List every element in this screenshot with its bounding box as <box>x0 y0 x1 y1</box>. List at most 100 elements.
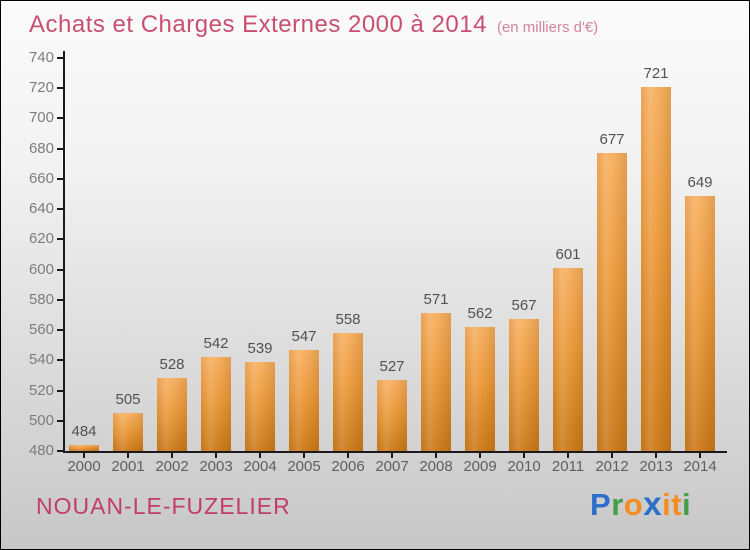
bar-value-label: 484 <box>71 423 97 440</box>
x-axis-tick <box>215 453 217 458</box>
bar-value-label: 567 <box>511 297 537 314</box>
chart-subtitle: (en milliers d'€) <box>496 19 599 36</box>
x-axis-year-label: 2005 <box>287 458 321 475</box>
x-axis-tick <box>479 453 481 458</box>
x-axis-year-label: 2011 <box>551 458 585 475</box>
bar-2014 <box>685 196 715 451</box>
proxiti-logo-letter: P <box>590 487 612 522</box>
y-axis-tick-label: 600 <box>28 260 54 278</box>
y-axis-tick <box>57 87 64 90</box>
x-axis-tick <box>259 453 261 458</box>
bar-value-label: 505 <box>115 391 141 408</box>
bar-value-label: 601 <box>555 246 581 263</box>
y-axis-tick-label: 700 <box>28 109 54 127</box>
y-axis-tick <box>57 177 64 180</box>
y-axis-line <box>63 51 65 452</box>
bar-2004 <box>245 362 275 451</box>
bar-2007 <box>377 380 407 451</box>
x-axis-year-label: 2009 <box>463 458 497 475</box>
y-axis-tick-label: 480 <box>28 442 54 459</box>
y-axis-tick <box>57 238 64 241</box>
y-axis-tick <box>57 147 64 150</box>
bar-2009 <box>465 327 495 451</box>
bar-value-label: 677 <box>599 131 625 148</box>
bar-value-label: 649 <box>687 174 713 191</box>
bar-value-label: 571 <box>423 291 449 308</box>
bar-2011 <box>553 268 583 451</box>
bar-2006 <box>333 333 363 451</box>
bar-value-label: 721 <box>643 65 669 82</box>
proxiti-logo[interactable]: Proxiti <box>590 485 691 523</box>
y-axis-tick <box>57 208 64 211</box>
x-axis-tick <box>611 453 613 458</box>
y-axis-tick-label: 720 <box>28 79 54 97</box>
x-axis-year-label: 2013 <box>639 458 673 475</box>
x-axis-tick <box>435 453 437 458</box>
y-axis-tick-label: 560 <box>28 321 54 339</box>
x-axis-year-label: 2004 <box>243 458 277 475</box>
y-axis-tick <box>57 419 64 422</box>
y-axis-tick <box>57 329 64 332</box>
y-axis-tick <box>57 389 64 392</box>
y-axis-tick-label: 580 <box>28 290 54 308</box>
x-axis-tick <box>127 453 129 458</box>
proxiti-logo-letter: o <box>623 487 644 522</box>
bar-value-label: 527 <box>379 358 405 375</box>
y-axis-tick <box>57 359 64 362</box>
place-name-label: NOUAN-LE-FUZELIER <box>36 493 291 519</box>
y-axis-tick <box>57 117 64 120</box>
x-axis-year-label: 2000 <box>67 458 101 475</box>
x-axis-line <box>63 451 727 453</box>
bar-2000 <box>69 445 99 451</box>
y-axis-tick-label: 640 <box>28 200 54 218</box>
x-axis-tick <box>391 453 393 458</box>
bar-value-label: 542 <box>203 335 229 352</box>
x-axis-tick <box>347 453 349 458</box>
chart-header: Achats et Charges Externes 2000 à 2014 (e… <box>29 11 598 39</box>
y-axis-tick-label: 660 <box>28 169 54 187</box>
y-axis-tick <box>57 298 64 301</box>
x-axis-year-label: 2002 <box>155 458 189 475</box>
bar-value-label: 539 <box>247 340 273 357</box>
proxiti-logo-letter: i <box>682 487 692 522</box>
bar-2001 <box>113 413 143 451</box>
bar-value-label: 562 <box>467 305 493 322</box>
y-axis-tick <box>57 268 64 271</box>
x-axis-year-label: 2007 <box>375 458 409 475</box>
y-axis-tick-label: 680 <box>28 139 54 157</box>
x-axis-tick <box>171 453 173 458</box>
x-axis-year-label: 2003 <box>199 458 233 475</box>
y-axis-tick-label: 740 <box>28 49 54 66</box>
x-axis-year-label: 2001 <box>111 458 145 475</box>
proxiti-logo-letter: t <box>671 487 683 522</box>
y-axis-tick <box>57 57 64 59</box>
bar-2013 <box>641 87 671 451</box>
x-axis-year-label: 2014 <box>683 458 717 475</box>
bar-2002 <box>157 378 187 451</box>
x-axis-year-label: 2010 <box>507 458 541 475</box>
proxiti-logo-letter: r <box>611 487 624 522</box>
bar-2010 <box>509 319 539 451</box>
y-axis-tick-label: 500 <box>28 411 54 429</box>
proxiti-logo-letter: i <box>662 487 672 522</box>
y-axis-tick <box>57 450 64 452</box>
x-axis-year-label: 2008 <box>419 458 453 475</box>
x-axis-tick <box>523 453 525 458</box>
y-axis-tick-label: 540 <box>28 351 54 369</box>
x-axis-year-label: 2012 <box>595 458 629 475</box>
y-axis-tick-label: 520 <box>28 381 54 399</box>
x-axis-tick <box>83 453 85 458</box>
bar-2005 <box>289 350 319 451</box>
chart-title: Achats et Charges Externes 2000 à 2014 <box>29 11 487 38</box>
proxiti-logo-letter: x <box>643 485 663 522</box>
y-axis-tick-label: 620 <box>28 230 54 248</box>
bar-value-label: 547 <box>291 328 317 345</box>
bar-2012 <box>597 153 627 451</box>
bar-value-label: 528 <box>159 356 185 373</box>
x-axis-tick <box>655 453 657 458</box>
bar-2003 <box>201 357 231 451</box>
bar-2008 <box>421 313 451 451</box>
bar-value-label: 558 <box>335 311 361 328</box>
